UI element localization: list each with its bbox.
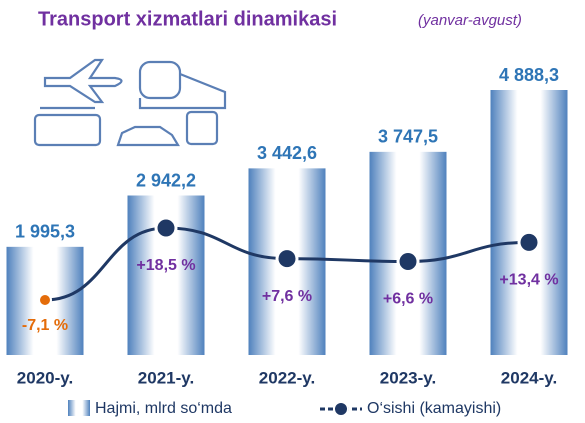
x-tick-label: 2024-y. [501,368,557,387]
growth-label: +6,6 % [383,291,433,308]
bus-icon [185,110,219,146]
bar-value-label: 4 888,3 [499,65,559,85]
growth-marker [154,216,178,240]
growth-label: +18,5 % [136,257,195,274]
chart-subtitle: (yanvar-avgust) [418,12,522,29]
plane-icon [43,58,123,104]
growth-label: -7,1 % [22,317,68,334]
x-tick-label: 2022-y. [259,368,315,387]
growth-label: +13,4 % [499,272,558,289]
x-tick-label: 2020-y. [17,368,73,387]
growth-marker [517,230,541,254]
bar-value-label: 2 942,2 [136,170,196,190]
transport-icons [33,58,227,147]
chart-title: Transport xizmatlari dinamikasi [38,8,337,30]
car-icon [116,125,180,147]
growth-marker [396,249,420,273]
bar-value-label: 1 995,3 [15,222,75,242]
bar [490,90,568,355]
train-icon [138,60,182,100]
bar-value-label: 3 747,5 [378,127,438,147]
bar-value-label: 3 442,6 [257,143,317,163]
train-icon-body [138,72,227,110]
legend-swatch [68,400,90,416]
growth-label: +7,6 % [262,288,312,305]
growth-marker [38,293,52,307]
x-tick-label: 2021-y. [138,368,194,387]
tram-icon [33,113,102,147]
growth-marker [275,247,299,271]
legend-label: Hajmi, mlrd so‘mda [95,400,232,417]
x-tick-label: 2023-y. [380,368,436,387]
legend-label: O‘sishi (kamayishi) [367,400,501,417]
legend-marker [333,401,349,417]
